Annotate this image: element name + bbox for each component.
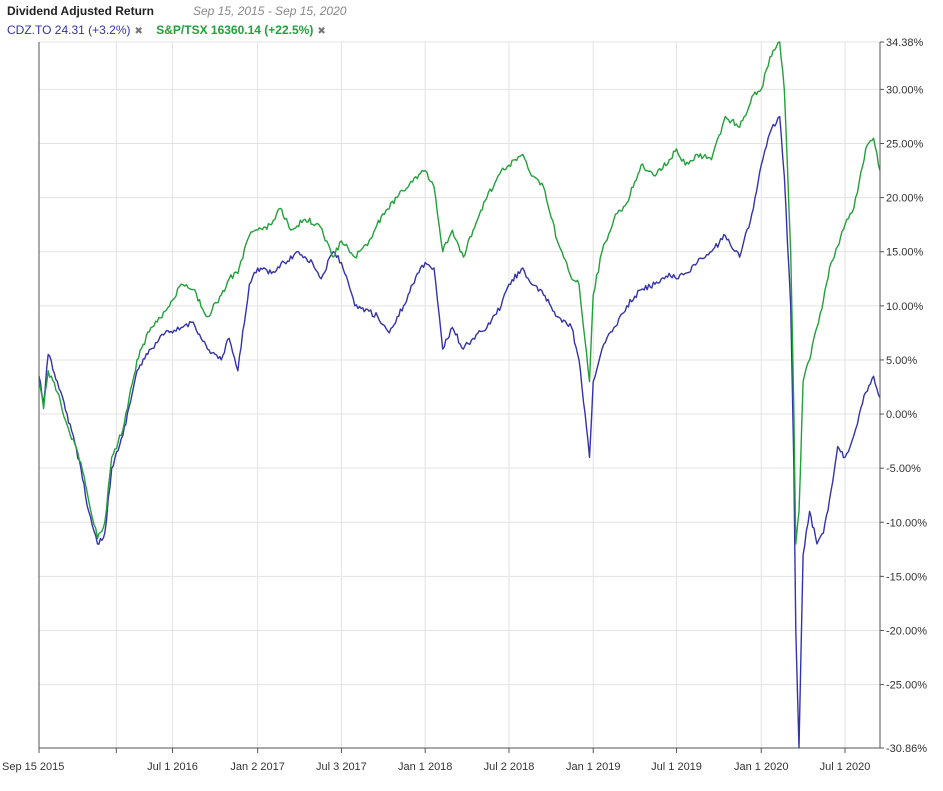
x-tick-label: Jul 1 2020 — [820, 761, 871, 773]
x-tick-label: Jul 1 2016 — [147, 761, 198, 773]
y-tick-label: 20.00% — [886, 193, 924, 205]
x-tick-label: Jan 1 2020 — [734, 761, 788, 773]
grid — [38, 41, 880, 749]
y-tick-label: -30.86% — [886, 743, 927, 755]
series-line-tsx — [38, 41, 881, 545]
x-tick-label: Jan 1 2018 — [398, 761, 452, 773]
series-line-cdz — [38, 115, 881, 749]
chart-title: Dividend Adjusted Return — [7, 4, 154, 18]
x-tick-label: Jan 2 2017 — [230, 761, 284, 773]
legend-item-tsx: S&P/TSX 16360.14 (+22.5%) ✖ — [156, 23, 325, 37]
x-tick-label: Jul 1 2019 — [651, 761, 702, 773]
y-tick-label: -20.00% — [886, 625, 927, 637]
legend-label-cdz: CDZ.TO 24.31 (+3.2%) — [7, 23, 131, 37]
x-tick-label: Jan 1 2019 — [566, 761, 620, 773]
y-tick-label: -25.00% — [886, 680, 927, 692]
x-tick-label: Jul 2 2018 — [484, 761, 535, 773]
remove-tsx-icon[interactable]: ✖ — [317, 26, 326, 37]
legend-label-tsx: S&P/TSX 16360.14 (+22.5%) — [156, 23, 314, 37]
y-tick-label: 10.00% — [886, 301, 924, 313]
remove-cdz-icon[interactable]: ✖ — [134, 26, 143, 37]
y-tick-label: -5.00% — [886, 463, 921, 475]
y-tick-label: 15.00% — [886, 247, 924, 259]
y-tick-label: 30.00% — [886, 84, 924, 96]
series-lines — [38, 41, 881, 749]
legend-item-cdz: CDZ.TO 24.31 (+3.2%) ✖ — [7, 23, 143, 37]
y-tick-label: -15.00% — [886, 571, 927, 583]
y-axis-ticks: 34.38% 30.00% 25.00% 20.00% 15.00% 10.00% 5.00… — [880, 37, 927, 755]
x-tick-label: Jul 3 2017 — [316, 761, 367, 773]
y-tick-label: -10.00% — [886, 517, 927, 529]
y-tick-label: 0.00% — [886, 409, 917, 421]
legend: CDZ.TO 24.31 (+3.2%) ✖ S&P/TSX 16360.14 (… — [7, 23, 336, 37]
y-tick-label: 5.00% — [886, 355, 917, 367]
x-axis-ticks: Sep 15 2015 Jul 1 2016 Jan 2 2017 Jul 3 201… — [2, 748, 870, 773]
x-tick-label: Sep 15 2015 — [2, 761, 64, 773]
y-tick-label: 25.00% — [886, 139, 924, 151]
axes — [38, 42, 881, 749]
y-tick-label: 34.38% — [886, 37, 924, 49]
date-range: Sep 15, 2015 - Sep 15, 2020 — [193, 4, 347, 18]
